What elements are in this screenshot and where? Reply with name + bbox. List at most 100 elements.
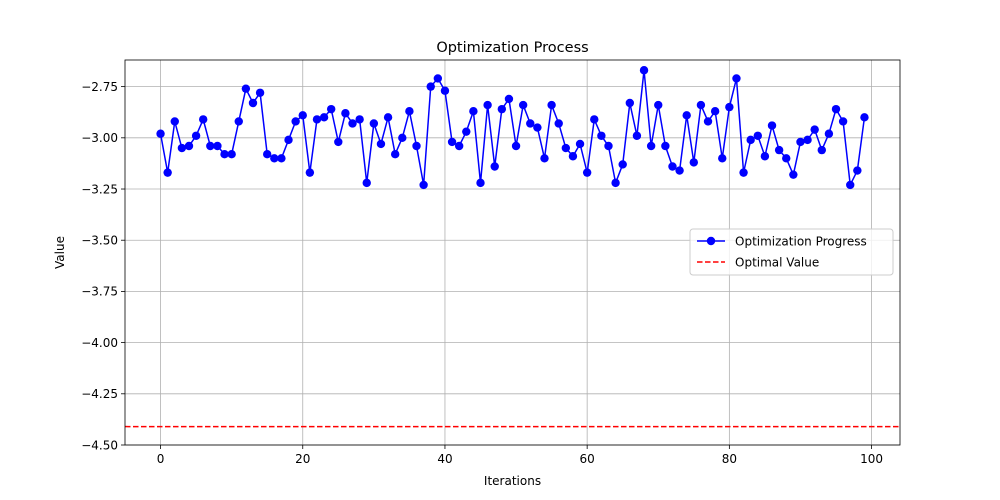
legend-label-progress: Optimization Progress	[735, 235, 867, 249]
optimization-progress-point	[483, 100, 492, 110]
legend-label-optimal: Optimal Value	[735, 256, 819, 270]
optimization-progress-point	[590, 115, 599, 124]
optimization-progress-point	[462, 127, 471, 136]
optimization-progress-point	[241, 84, 251, 93]
optimization-progress-point	[796, 137, 805, 147]
legend-progress-marker-icon	[706, 236, 716, 246]
optimization-progress-point	[440, 86, 450, 95]
y-tick-label: −3.50	[81, 234, 118, 248]
optimization-progress-point	[831, 104, 841, 114]
optimization-progress-point	[511, 141, 521, 151]
optimization-progress-point	[291, 117, 300, 126]
optimization-progress-point	[739, 168, 748, 177]
optimization-progress-point	[305, 168, 315, 177]
x-tick-label: 60	[580, 452, 595, 466]
optimization-progress-point	[476, 178, 485, 188]
optimization-progress-point	[184, 141, 194, 151]
optimization-progress-point	[803, 135, 812, 145]
optimization-progress-point	[661, 141, 670, 151]
optimization-progress-point	[199, 115, 208, 124]
optimization-progress-point	[319, 113, 329, 122]
optimization-progress-point	[369, 119, 379, 128]
optimization-progress-point	[405, 106, 414, 116]
optimization-progress-point	[568, 152, 578, 161]
legend-frame	[689, 228, 894, 276]
optimization-progress-point	[163, 168, 172, 177]
optimization-progress-point	[412, 141, 421, 151]
optimization-progress-point	[469, 106, 478, 116]
x-tick-label: 20	[295, 452, 310, 466]
optimization-progress-point	[817, 145, 826, 155]
optimization-progress-point	[348, 119, 357, 128]
optimization-progress-point	[632, 131, 642, 140]
x-axis-ticks: 0 20 40 60 80 100	[157, 445, 883, 466]
optimization-progress-point	[675, 166, 684, 175]
optimization-progress-point	[398, 133, 407, 143]
optimization-progress-point	[526, 119, 535, 128]
optimization-progress-point	[789, 170, 798, 179]
optimization-progress-point	[191, 131, 201, 140]
optimization-progress-point	[853, 166, 862, 175]
optimization-progress-point	[497, 104, 507, 114]
optimization-progress-point	[248, 98, 258, 108]
x-axis-label: Iterations	[484, 474, 541, 488]
optimization-progress-point	[824, 129, 834, 138]
optimization-progress-point	[604, 141, 613, 151]
optimization-progress-point	[419, 180, 428, 190]
legend: Optimization Progress Optimal Value	[689, 228, 894, 276]
optimization-progress-point	[341, 109, 350, 118]
optimization-progress-point	[575, 139, 585, 149]
y-tick-label: −4.25	[81, 387, 118, 401]
optimization-progress-point	[298, 111, 307, 120]
optimization-progress-point	[654, 100, 663, 110]
optimization-progress-point	[433, 74, 443, 83]
optimization-progress-point	[646, 141, 656, 151]
optimization-progress-point	[220, 150, 229, 159]
series-layer	[156, 66, 869, 190]
chart-title: Optimization Process	[436, 40, 588, 56]
x-tick-label: 100	[860, 452, 883, 466]
optimization-progress-point	[518, 100, 528, 110]
y-tick-label: −4.50	[81, 438, 118, 452]
optimization-progress-point	[540, 154, 549, 163]
y-tick-label: −3.25	[81, 182, 118, 196]
optimization-progress-point	[312, 115, 322, 124]
optimization-progress-point	[227, 150, 236, 159]
optimization-progress-point	[846, 180, 855, 190]
optimization-progress-point	[156, 129, 165, 138]
optimization-progress-point	[255, 88, 265, 97]
optimization-progress-point	[213, 141, 222, 151]
optimization-progress-point	[767, 121, 777, 130]
optimization-progress-point	[277, 154, 286, 163]
optimization-progress-point	[782, 154, 791, 163]
optimization-progress-point	[710, 106, 720, 116]
optimization-progress-point	[454, 141, 464, 151]
optimization-progress-point	[689, 158, 699, 167]
optimization-progress-point	[376, 139, 386, 149]
optimization-progress-point	[390, 150, 400, 159]
optimization-progress-point	[582, 168, 592, 177]
optimization-progress-point	[533, 123, 542, 132]
optimization-progress-point	[263, 150, 272, 159]
optimization-progress-point	[753, 131, 762, 140]
optimization-progress-point	[504, 94, 514, 104]
optimization-progress-point	[618, 160, 627, 169]
optimization-progress-point	[326, 104, 336, 114]
optimization-progress-point	[561, 143, 571, 153]
optimization-progress-point	[597, 131, 606, 140]
optimization-progress-point	[547, 100, 556, 110]
optimization-progress-point	[426, 82, 435, 91]
optimization-progress-point	[177, 143, 187, 153]
optimization-progress-point	[838, 117, 848, 126]
optimization-progress-point	[447, 137, 457, 147]
y-axis-label: Value	[53, 236, 67, 269]
y-tick-label: −3.75	[81, 285, 118, 299]
optimization-progress-point	[206, 141, 215, 151]
optimization-progress-point	[668, 162, 677, 171]
y-tick-label: −3.00	[81, 131, 118, 145]
y-axis-ticks: −4.50 −4.25 −4.00 −3.75 −3.50 −3.25 −3.00 −2.75	[81, 80, 125, 452]
y-tick-label: −4.00	[81, 336, 118, 350]
optimization-progress-point	[554, 119, 563, 128]
optimization-progress-point	[682, 111, 691, 120]
